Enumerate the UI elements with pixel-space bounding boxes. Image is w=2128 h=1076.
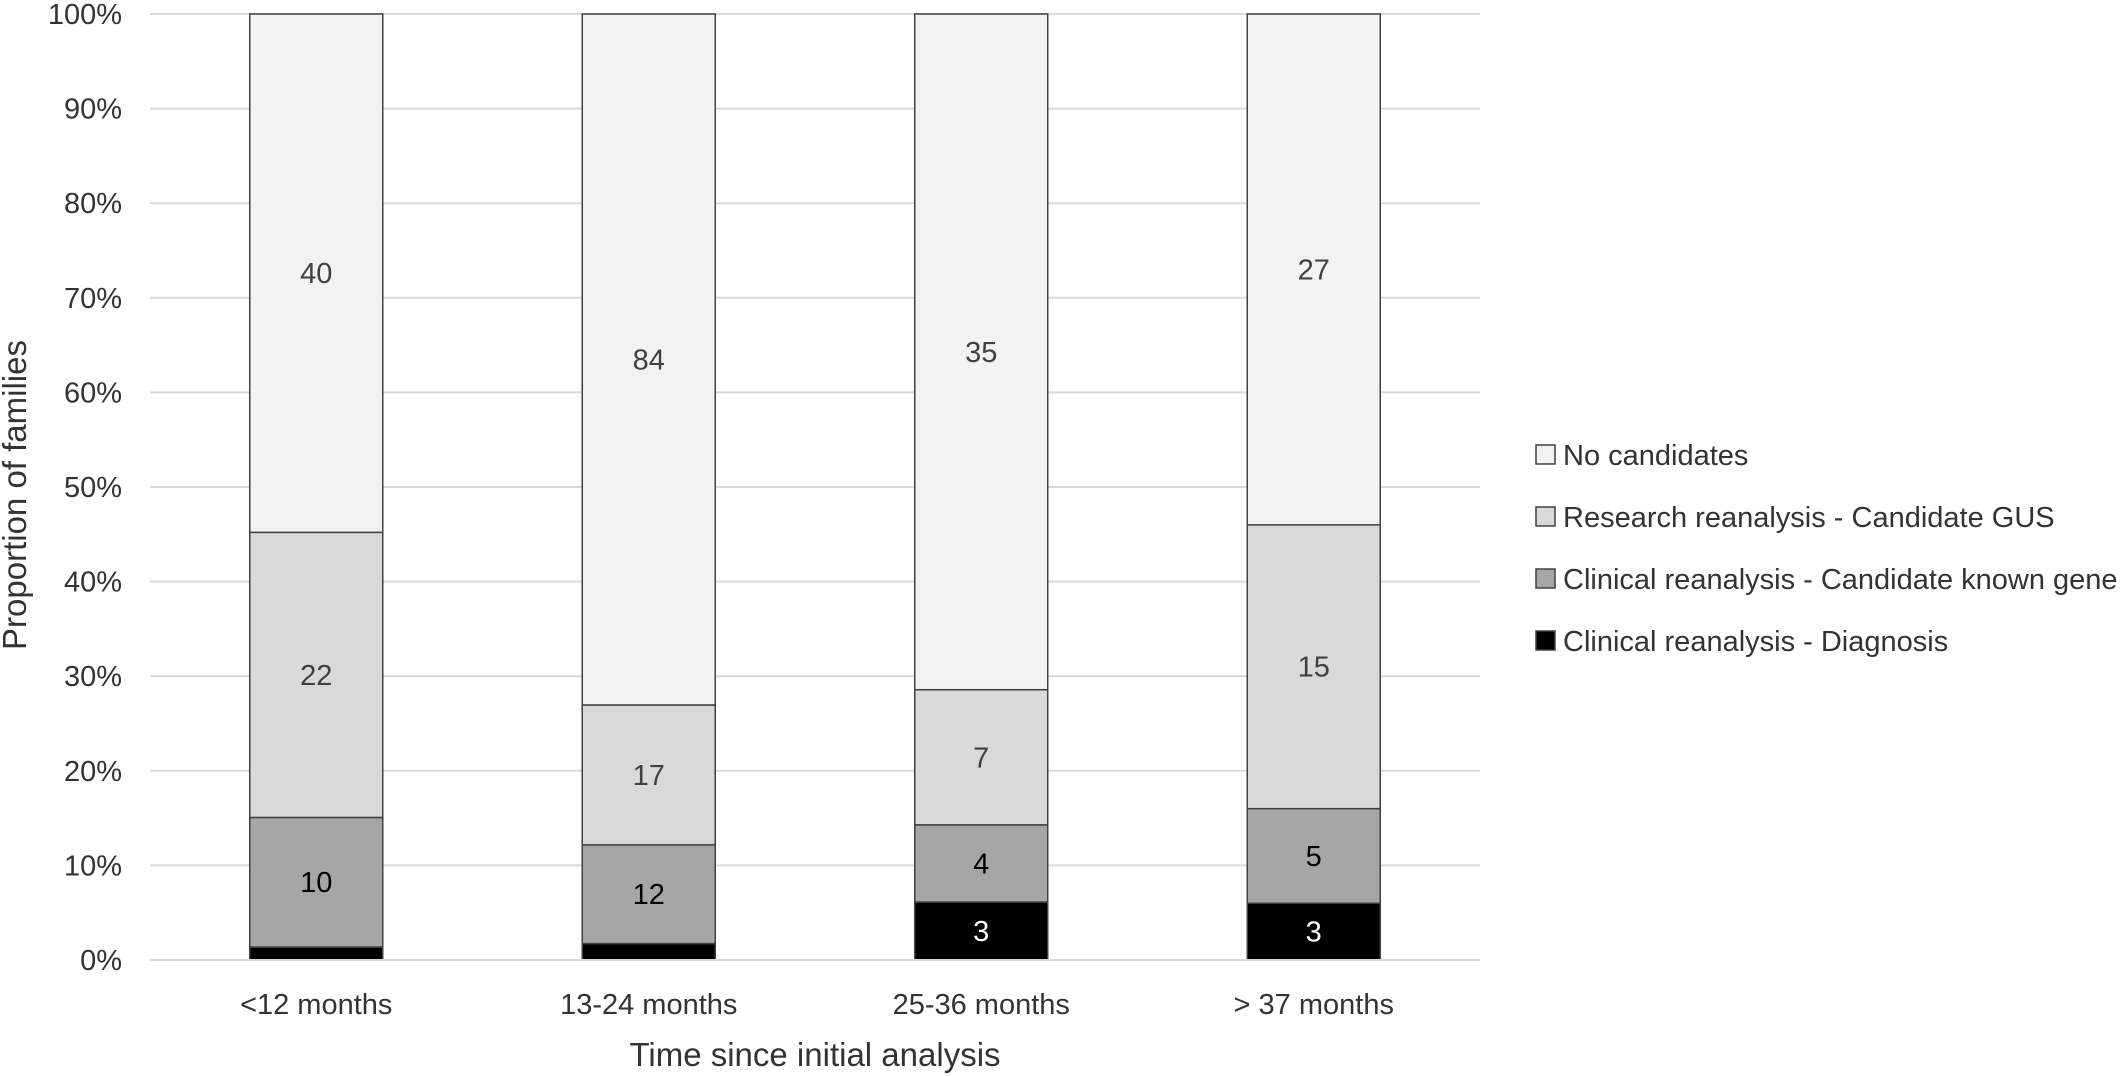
bar-segment xyxy=(914,13,1049,691)
x-axis-title: Time since initial analysis xyxy=(629,1036,1000,1073)
bar-value-label: 17 xyxy=(633,760,665,792)
bar-value-label: 10 xyxy=(300,867,332,899)
bar-segment xyxy=(581,844,716,945)
y-tick-label: 90% xyxy=(64,94,122,126)
bar-value-label: 12 xyxy=(633,879,665,911)
y-tick-label: 100% xyxy=(48,0,122,31)
x-tick-label: <12 months xyxy=(240,989,392,1021)
bar-value-label: 40 xyxy=(300,258,332,290)
y-tick-label: 70% xyxy=(64,283,122,315)
y-tick-label: 30% xyxy=(64,661,122,693)
bar-value-label: 84 xyxy=(633,344,665,376)
y-axis-title: Proportion of families xyxy=(0,340,33,650)
x-axis-ticks: <12 months 13-24 months 25-36 months > 37 m… xyxy=(240,989,1394,1021)
legend-swatch xyxy=(1535,630,1556,651)
bar-segment xyxy=(1246,13,1381,526)
bar-value-label: 7 xyxy=(973,742,989,774)
x-tick-label: 25-36 months xyxy=(893,989,1070,1021)
y-tick-label: 20% xyxy=(64,756,122,788)
y-tick-label: 60% xyxy=(64,377,122,409)
bar-value-label: 3 xyxy=(1306,917,1322,949)
bar-segment xyxy=(249,13,384,534)
legend-swatch xyxy=(1535,506,1556,527)
bar-segment xyxy=(914,688,1049,826)
y-axis-ticks: 0% 10% 20% 30% 40% 50% 60% 70% 80% 90% 100% xyxy=(48,0,122,977)
bar-value-label: 15 xyxy=(1298,652,1330,684)
bar-segment xyxy=(914,901,1049,961)
y-tick-label: 80% xyxy=(64,188,122,220)
bar-value-label: 5 xyxy=(1306,841,1322,873)
y-tick-label: 50% xyxy=(64,472,122,504)
legend: No candidates Research reanalysis - Candi… xyxy=(1535,440,2118,658)
y-tick-label: 10% xyxy=(64,850,122,882)
legend-swatch xyxy=(1535,444,1556,465)
bar-segment xyxy=(1246,807,1381,904)
legend-label: Clinical reanalysis - Diagnosis xyxy=(1563,626,1948,658)
bars: 1102240212178434735351527 xyxy=(249,13,1381,961)
bar-segment xyxy=(1246,524,1381,810)
bar-value-label: 22 xyxy=(300,660,332,692)
bar-segment xyxy=(914,824,1049,903)
bar-segment xyxy=(249,816,384,948)
bar-segment xyxy=(581,942,716,961)
y-tick-label: 0% xyxy=(80,945,122,977)
legend-label: No candidates xyxy=(1563,440,1748,472)
bar-segment xyxy=(1246,902,1381,961)
bar-value-label: 27 xyxy=(1298,254,1330,286)
bar-segment xyxy=(581,13,716,706)
bar-value-label: 4 xyxy=(973,848,989,880)
x-tick-label: > 37 months xyxy=(1234,989,1394,1021)
y-tick-label: 40% xyxy=(64,567,122,599)
legend-swatch xyxy=(1535,568,1556,589)
x-tick-label: 13-24 months xyxy=(560,989,737,1021)
bar-value-label: 35 xyxy=(965,337,997,369)
legend-label: Research reanalysis - Candidate GUS xyxy=(1563,502,2055,534)
legend-label: Clinical reanalysis - Candidate known ge… xyxy=(1563,564,2118,596)
bar-segment xyxy=(249,531,384,819)
bar-value-label: 3 xyxy=(973,916,989,948)
bar-segment xyxy=(581,704,716,846)
